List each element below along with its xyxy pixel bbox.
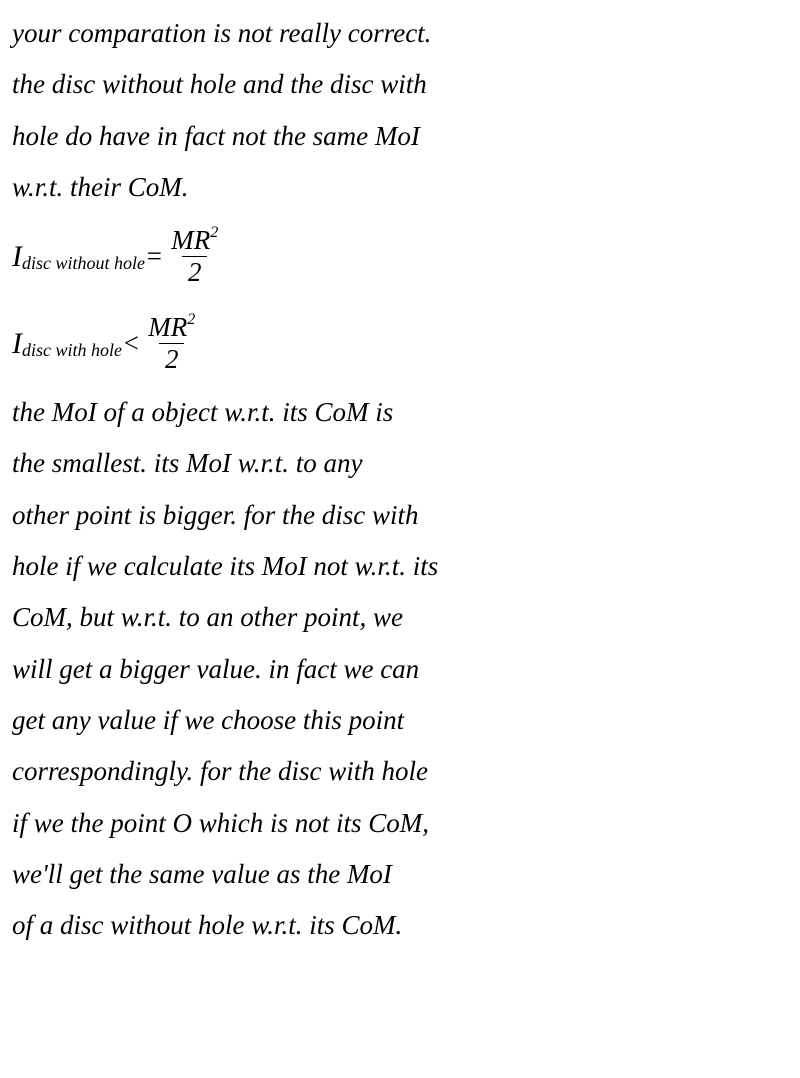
text-line: we'll get the same value as the MoI <box>12 849 788 900</box>
text-line: the MoI of a object w.r.t. its CoM is <box>12 387 788 438</box>
text-line: your comparation is not really correct. <box>12 8 788 59</box>
fraction-numerator: MR2 <box>142 312 201 343</box>
formula-fraction: MR2 2 <box>165 225 224 288</box>
text-line: correspondingly. for the disc with hole <box>12 746 788 797</box>
text-line: the smallest. its MoI w.r.t. to any <box>12 438 788 489</box>
formula-moi-with-hole: I disc with hole < MR2 2 <box>12 300 788 387</box>
text-line: CoM, but w.r.t. to an other point, we <box>12 592 788 643</box>
formula-operator: = <box>145 243 163 270</box>
text-line: of a disc without hole w.r.t. its CoM. <box>12 900 788 951</box>
fraction-denominator: 2 <box>159 343 185 375</box>
formula-operator: < <box>122 330 140 357</box>
numerator-exponent: 2 <box>210 224 218 241</box>
text-line: w.r.t. their CoM. <box>12 162 788 213</box>
numerator-base: MR <box>171 225 210 255</box>
numerator-base: MR <box>148 312 187 342</box>
text-line: the disc without hole and the disc with <box>12 59 788 110</box>
formula-variable: I <box>12 329 22 359</box>
numerator-exponent: 2 <box>187 311 195 328</box>
text-line: hole do have in fact not the same MoI <box>12 111 788 162</box>
text-line: get any value if we choose this point <box>12 695 788 746</box>
formula-subscript: disc without hole <box>22 254 145 272</box>
fraction-denominator: 2 <box>182 256 208 288</box>
formula-variable: I <box>12 242 22 272</box>
formula-fraction: MR2 2 <box>142 312 201 375</box>
text-line: if we the point O which is not its CoM, <box>12 798 788 849</box>
text-line: hole if we calculate its MoI not w.r.t. … <box>12 541 788 592</box>
text-line: will get a bigger value. in fact we can <box>12 644 788 695</box>
formula-subscript: disc with hole <box>22 341 122 359</box>
text-line: other point is bigger. for the disc with <box>12 490 788 541</box>
fraction-numerator: MR2 <box>165 225 224 256</box>
formula-moi-without-hole: I disc without hole = MR2 2 <box>12 213 788 300</box>
